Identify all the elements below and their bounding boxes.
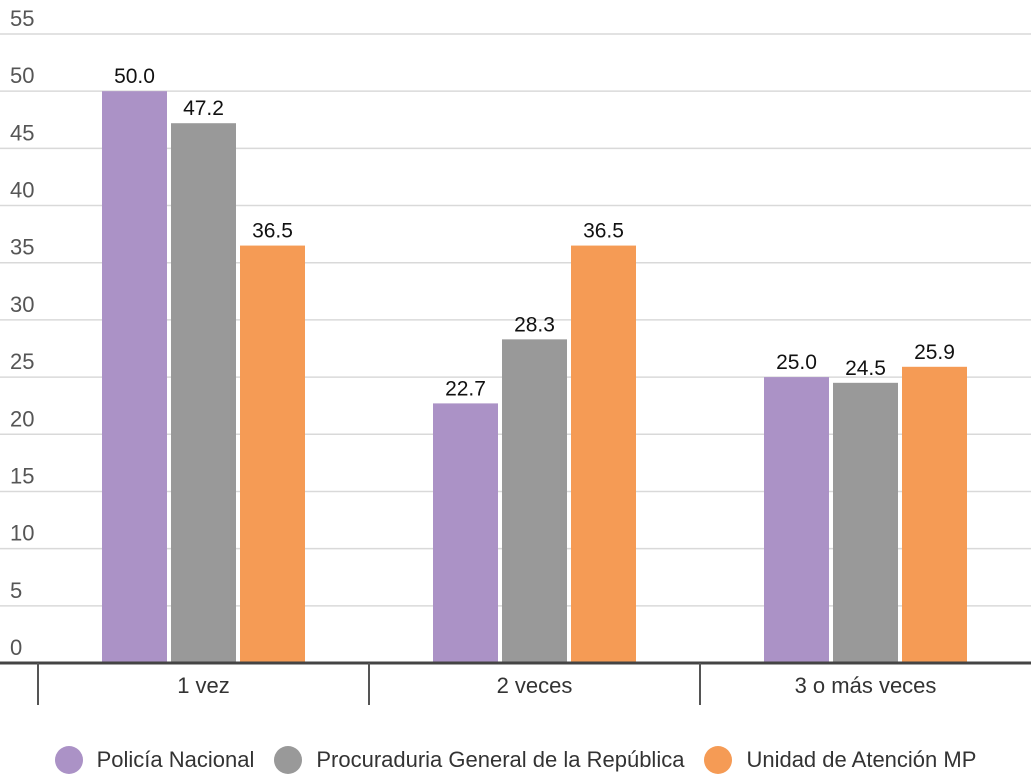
legend-item-unidad: Unidad de Atención MP bbox=[704, 746, 976, 774]
data-label: 36.5 bbox=[583, 220, 624, 243]
legend-label: Policía Nacional bbox=[96, 747, 255, 772]
y-tick-label: 40 bbox=[10, 178, 34, 203]
legend-swatch bbox=[704, 746, 733, 774]
data-label: 22.7 bbox=[445, 377, 486, 400]
bar bbox=[902, 366, 967, 663]
x-tick-label: 2 veces bbox=[497, 673, 573, 698]
y-tick-label: 15 bbox=[10, 463, 34, 488]
data-label: 47.2 bbox=[183, 97, 224, 120]
data-label: 25.0 bbox=[776, 351, 817, 374]
legend: Policía Nacional Procuraduria General de… bbox=[0, 740, 1031, 780]
x-axis: 1 vez 2 veces 3 o más veces bbox=[0, 661, 1031, 705]
bar bbox=[502, 339, 567, 663]
bar bbox=[571, 245, 636, 663]
legend-item-policia: Policía Nacional bbox=[54, 746, 255, 774]
y-tick-label: 55 bbox=[10, 6, 34, 31]
legend-item-procuraduria: Procuraduria General de la República bbox=[274, 746, 684, 774]
bar bbox=[240, 245, 305, 663]
bar bbox=[833, 382, 898, 663]
legend-swatch bbox=[54, 746, 83, 774]
bar bbox=[764, 377, 829, 663]
data-label: 50.0 bbox=[114, 65, 155, 88]
bar bbox=[171, 123, 236, 664]
y-tick-label: 25 bbox=[10, 349, 34, 374]
y-tick-label: 0 bbox=[10, 635, 22, 660]
y-tick-label: 5 bbox=[10, 578, 22, 603]
data-labels: 50.0 47.2 36.5 22.7 28.3 36.5 25.0 24.5 25.9 bbox=[114, 65, 955, 400]
x-tick-label: 1 vez bbox=[177, 673, 230, 698]
y-tick-label: 35 bbox=[10, 235, 34, 260]
y-tick-label: 50 bbox=[10, 63, 34, 88]
legend-label: Procuraduria General de la República bbox=[316, 747, 685, 772]
legend-label: Unidad de Atención MP bbox=[746, 747, 977, 772]
data-label: 25.9 bbox=[914, 341, 955, 364]
y-tick-label: 45 bbox=[10, 120, 34, 145]
y-tick-label: 10 bbox=[10, 521, 34, 546]
bar bbox=[102, 91, 167, 663]
y-tick-label: 30 bbox=[10, 292, 34, 317]
legend-swatch bbox=[274, 746, 303, 774]
data-label: 28.3 bbox=[514, 313, 555, 336]
bar bbox=[433, 403, 498, 663]
y-axis-ticks: 0 5 10 15 20 25 30 35 40 45 50 55 bbox=[10, 6, 34, 660]
bars bbox=[102, 91, 967, 664]
x-tick-label: 3 o más veces bbox=[795, 673, 937, 698]
data-label: 36.5 bbox=[252, 220, 293, 243]
data-label: 24.5 bbox=[845, 357, 886, 380]
bar-chart: 0 5 10 15 20 25 30 35 40 45 50 55 50.0 47.2 36.5 22.7 2… bbox=[0, 6, 1031, 705]
y-tick-label: 20 bbox=[10, 406, 34, 431]
